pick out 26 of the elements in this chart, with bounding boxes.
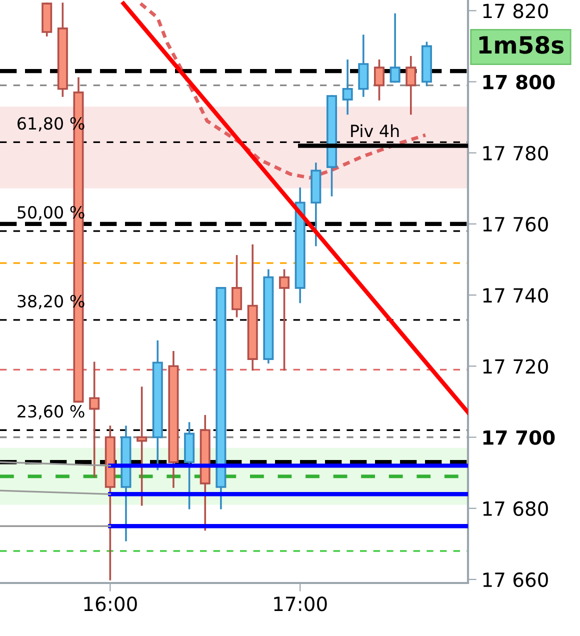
- annotation: 50,00 %: [18, 206, 84, 220]
- annotation: 61,80 %: [18, 117, 84, 132]
- y-tick-label: 17 780: [483, 146, 548, 161]
- annotation: 38,20 %: [18, 294, 84, 310]
- candlestick: [374, 60, 384, 100]
- candlestick: [232, 255, 242, 318]
- y-tick-label: 17 700: [483, 430, 555, 445]
- candlestick: [89, 362, 100, 478]
- text: 1m58s: [479, 36, 564, 54]
- y-tick-label: 17 660: [483, 572, 548, 588]
- y-tick-label: 17 740: [483, 288, 548, 303]
- y-tick-label: 17 760: [483, 216, 548, 232]
- y-tick-label: 17 720: [483, 359, 548, 374]
- candlestick: [390, 13, 400, 83]
- line-series: [138, 2, 428, 180]
- candlestick: [136, 386, 148, 506]
- candlestick: [406, 56, 416, 115]
- x-tick-label: 17:00: [274, 596, 327, 612]
- candlestick: [342, 60, 353, 115]
- candlestick: [279, 269, 290, 371]
- y-tick-label: 17 820: [483, 4, 548, 18]
- y-tick-label: 17 680: [483, 501, 548, 516]
- annotation: 23,60 %: [18, 405, 84, 420]
- series-label: Piv 4h: [351, 124, 399, 137]
- x-tick-label: 16:00: [84, 596, 137, 612]
- y-tick-label: 17 800: [483, 74, 555, 90]
